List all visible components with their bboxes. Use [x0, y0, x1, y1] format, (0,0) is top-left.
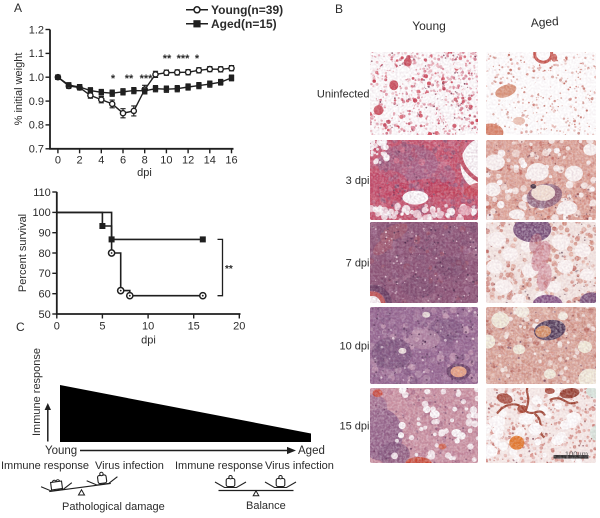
svg-text:5: 5 [99, 321, 105, 333]
svg-text:4: 4 [98, 155, 104, 167]
svg-text:10: 10 [142, 321, 154, 333]
svg-text:*: * [111, 73, 116, 85]
svg-text:2: 2 [77, 155, 83, 167]
svg-text:*: * [195, 53, 200, 65]
svg-text:Immune response: Immune response [1, 460, 89, 472]
svg-text:B: B [335, 2, 343, 16]
svg-text:Balance: Balance [246, 500, 286, 512]
svg-text:16: 16 [225, 155, 237, 167]
svg-text:Pathological damage: Pathological damage [62, 501, 165, 513]
svg-text:60: 60 [39, 289, 51, 301]
svg-text:110: 110 [33, 187, 51, 199]
svg-text:A: A [14, 1, 22, 15]
svg-text:Young: Young [45, 445, 77, 457]
svg-text:Young(n=39): Young(n=39) [211, 3, 283, 17]
svg-text:% initial weight: % initial weight [13, 53, 25, 126]
svg-text:Percent survival: Percent survival [17, 214, 29, 292]
svg-text:Virus infection: Virus infection [265, 460, 334, 472]
svg-text:C: C [16, 320, 25, 334]
svg-text:15: 15 [188, 321, 200, 333]
svg-text:14: 14 [204, 155, 216, 167]
svg-text:Uninfected: Uninfected [317, 89, 370, 101]
svg-text:3 dpi: 3 dpi [346, 175, 370, 187]
svg-text:0.9: 0.9 [29, 96, 44, 108]
svg-text:1.0: 1.0 [29, 72, 44, 84]
svg-text:**: ** [125, 73, 134, 85]
svg-text:Virus infection: Virus infection [95, 460, 164, 472]
svg-text:Aged: Aged [298, 445, 325, 457]
svg-text:70: 70 [39, 268, 51, 280]
svg-text:12: 12 [182, 155, 194, 167]
svg-text:Young: Young [412, 19, 446, 33]
svg-text:10: 10 [160, 155, 172, 167]
svg-text:Immune response: Immune response [175, 460, 263, 472]
svg-text:**: ** [163, 53, 172, 65]
svg-text:0.7: 0.7 [29, 144, 44, 156]
svg-text:100: 100 [32, 207, 50, 219]
svg-text:Aged: Aged [530, 14, 559, 30]
svg-text:Aged(n=15): Aged(n=15) [211, 17, 277, 31]
svg-text:20: 20 [233, 321, 245, 333]
svg-text:Immune response: Immune response [31, 348, 43, 436]
svg-text:10 dpi: 10 dpi [340, 341, 370, 353]
svg-text:0: 0 [54, 321, 60, 333]
svg-text:6: 6 [120, 155, 126, 167]
svg-text:90: 90 [39, 228, 51, 240]
svg-text:8: 8 [142, 155, 148, 167]
svg-text:7 dpi: 7 dpi [346, 258, 370, 270]
svg-text:dpi: dpi [137, 167, 152, 179]
svg-text:1.1: 1.1 [29, 48, 44, 60]
svg-text:80: 80 [39, 248, 51, 260]
svg-text:50: 50 [39, 309, 51, 321]
svg-text:dpi: dpi [141, 335, 156, 347]
svg-text:0: 0 [55, 155, 61, 167]
svg-text:15 dpi: 15 dpi [340, 421, 370, 433]
svg-text:**: ** [225, 264, 233, 275]
svg-text:***: *** [140, 73, 154, 85]
svg-text:0.8: 0.8 [29, 120, 44, 132]
svg-text:***: *** [177, 53, 191, 65]
svg-text:1.2: 1.2 [29, 24, 44, 36]
